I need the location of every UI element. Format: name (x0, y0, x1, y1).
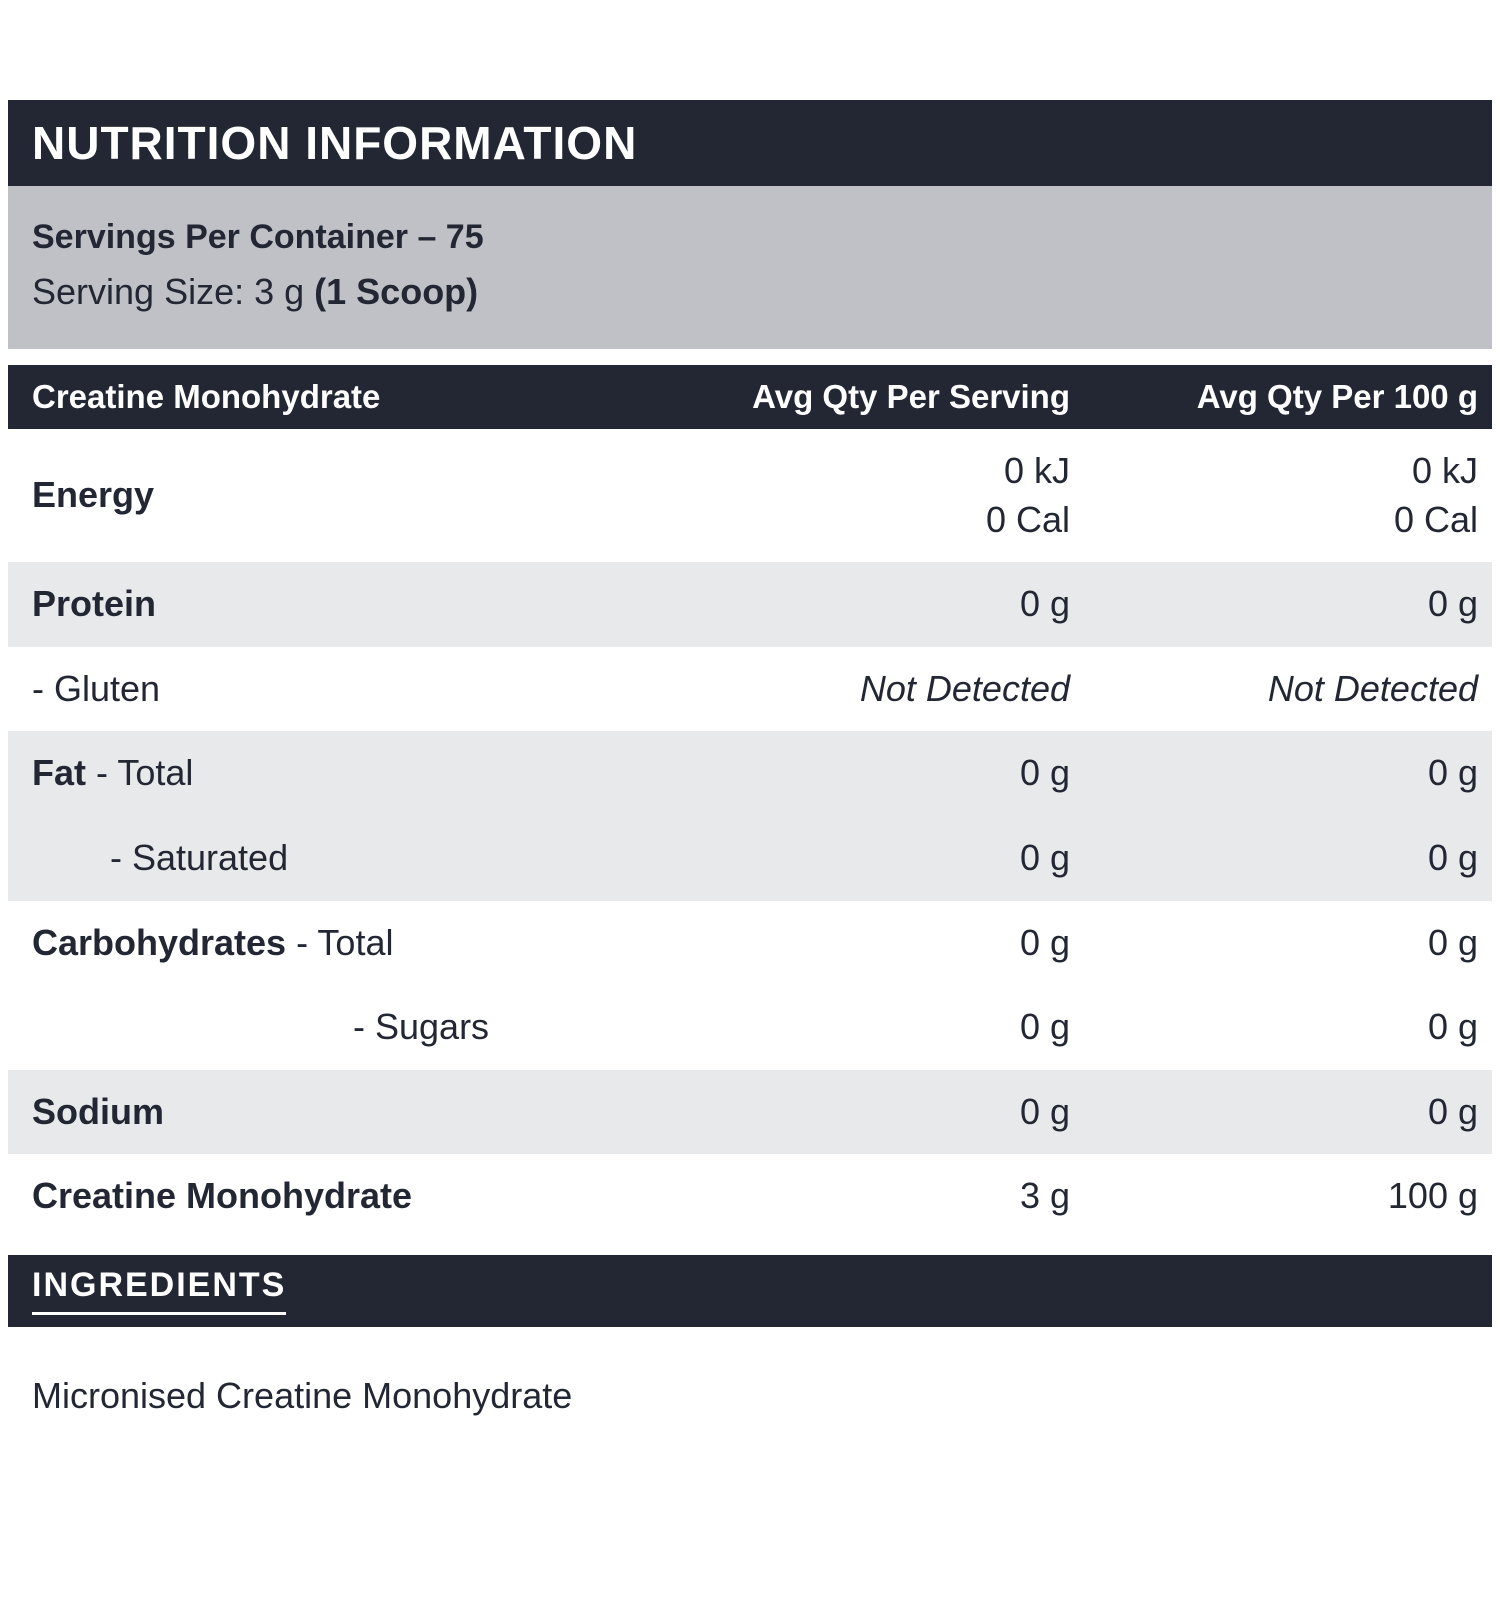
row-label-bold: Carbohydrates (32, 921, 287, 963)
row-label: Creatine Monohydrate (8, 1172, 524, 1221)
table-row-sodium: Sodium 0 g 0 g (8, 1069, 1492, 1155)
ingredients-text: Micronised Creatine Monohydrate (32, 1374, 573, 1416)
value-per-serving: Not Detected (859, 667, 1070, 709)
value-per-100g: 0 g (1427, 1006, 1478, 1048)
row-label-bold: Creatine Monohydrate (32, 1175, 413, 1217)
value-per-100g: 0 g (1427, 1090, 1478, 1132)
nutrition-header-bar: NUTRITION INFORMATION (8, 100, 1492, 186)
value-per-serving: 0 kJ 0 Cal (524, 447, 1084, 544)
row-label: Carbohydrates - Total (8, 919, 524, 968)
value-per-100g: 0 g (1427, 583, 1478, 625)
value-per-serving: 0 g (1019, 921, 1070, 963)
value-per-serving: 0 g (1019, 583, 1070, 625)
row-label-bold: Sodium (32, 1090, 164, 1132)
value-per-serving: 0 g (1019, 1006, 1070, 1048)
serving-info-band: Servings Per Container – 75 Serving Size… (8, 186, 1492, 349)
spacer (8, 349, 1492, 365)
row-label-bold: Fat (32, 752, 86, 794)
table-row-fat-saturated: - Saturated 0 g 0 g (8, 815, 1492, 901)
row-label-bold: Energy (32, 474, 155, 516)
row-label: - Sugars (8, 1003, 524, 1052)
serving-size: Serving Size: 3 g (1 Scoop) (32, 271, 1468, 313)
serving-size-text: Serving Size: 3 g (32, 271, 315, 312)
row-label: - Saturated (8, 834, 524, 883)
ingredients-title: INGREDIENTS (32, 1266, 287, 1316)
table-row-gluten: - Gluten Not Detected Not Detected (8, 647, 1492, 732)
row-label-rest: - Saturated (110, 836, 289, 878)
serving-size-scoop: (1 Scoop) (314, 271, 479, 312)
column-product-name: Creatine Monohydrate (32, 378, 381, 415)
servings-per-container: Servings Per Container – 75 (32, 218, 484, 256)
row-label-rest: - Total (286, 921, 394, 963)
panel-title: NUTRITION INFORMATION (32, 117, 638, 169)
row-label-rest: - Sugars (353, 1006, 490, 1048)
table-row-creatine-monohydrate: Creatine Monohydrate 3 g 100 g (8, 1154, 1492, 1239)
row-label: Fat - Total (8, 749, 524, 798)
value-per-100g: 0 g (1427, 836, 1478, 878)
value-per-serving: 0 g (1019, 836, 1070, 878)
table-row-carbohydrates-total: Carbohydrates - Total 0 g 0 g (8, 901, 1492, 986)
row-label-rest: - Gluten (32, 667, 161, 709)
value-line: 0 kJ (1003, 450, 1070, 491)
value-per-serving: 0 g (1019, 1090, 1070, 1132)
table-column-header: Creatine Monohydrate Avg Qty Per Serving… (8, 365, 1492, 429)
column-per-serving: Avg Qty Per Serving (752, 378, 1070, 415)
column-per-100g: Avg Qty Per 100 g (1196, 378, 1478, 415)
value-per-serving: 0 g (1019, 752, 1070, 794)
row-label-rest: - Total (86, 752, 194, 794)
table-row-carbohydrates-sugars: - Sugars 0 g 0 g (8, 985, 1492, 1070)
table-row-protein: Protein 0 g 0 g (8, 562, 1492, 647)
row-label: Energy (8, 471, 524, 520)
table-row-energy: Energy 0 kJ 0 Cal 0 kJ 0 Cal (8, 429, 1492, 562)
value-per-100g: 0 kJ 0 Cal (1084, 447, 1492, 544)
value-per-serving: 3 g (1019, 1175, 1070, 1217)
row-label: Protein (8, 580, 524, 629)
nutrition-table: Energy 0 kJ 0 Cal 0 kJ 0 Cal Protein 0 g 0… (8, 429, 1492, 1239)
value-per-100g: Not Detected (1267, 667, 1478, 709)
row-label: - Gluten (8, 665, 524, 714)
value-line: 0 kJ (1411, 450, 1478, 491)
table-row-fat-total: Fat - Total 0 g 0 g (8, 731, 1492, 816)
nutrition-panel: NUTRITION INFORMATION Servings Per Conta… (8, 100, 1492, 1417)
row-label: Sodium (8, 1088, 524, 1137)
value-per-100g: 0 g (1427, 752, 1478, 794)
value-per-100g: 0 g (1427, 921, 1478, 963)
ingredients-header-bar: INGREDIENTS (8, 1254, 1492, 1327)
value-per-100g: 100 g (1387, 1175, 1478, 1217)
value-line: 0 Cal (985, 498, 1070, 540)
row-label-bold: Protein (32, 583, 157, 625)
value-line: 0 Cal (1393, 498, 1478, 540)
